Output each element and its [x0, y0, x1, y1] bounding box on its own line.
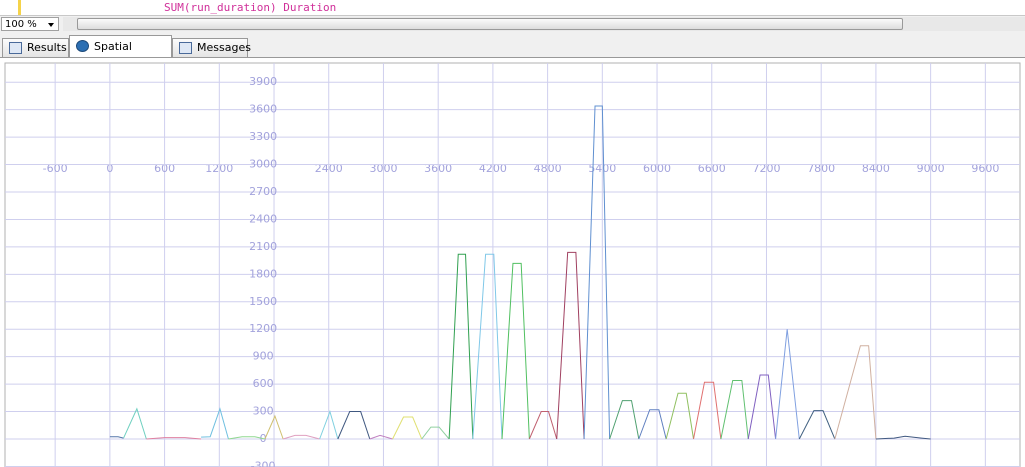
line-series	[834, 345, 877, 440]
y-tick-label: 2100	[249, 240, 277, 253]
tab[interactable]: Messages	[172, 38, 251, 57]
line-series	[392, 416, 423, 440]
x-tick-label: 6000	[643, 162, 671, 175]
tab[interactable]: Results	[2, 38, 69, 57]
x-tick-label: 3600	[424, 162, 452, 175]
line-series	[421, 426, 450, 440]
spatial-panel: -600 0 600 1200 2400 3000 3600 4200 4800 5400 6000…	[0, 57, 1025, 467]
line-series	[146, 437, 202, 440]
line-series	[282, 434, 320, 440]
line-series	[264, 414, 284, 440]
line-series	[798, 410, 836, 440]
y-tick-label: 1200	[249, 322, 277, 335]
y-tick-label: 300	[253, 405, 274, 418]
line-series	[228, 436, 266, 440]
x-tick-label: 5400	[588, 162, 616, 175]
x-tick-label: 4200	[479, 162, 507, 175]
tab-label: Messages	[197, 41, 251, 54]
line-series	[448, 253, 474, 440]
x-tick-label: 600	[154, 162, 175, 175]
line-series	[638, 409, 667, 440]
horizontal-scrollbar[interactable]	[63, 17, 1025, 31]
line-series	[201, 407, 229, 440]
line-series	[720, 379, 749, 440]
tab-icon	[76, 40, 89, 52]
line-series	[775, 329, 800, 440]
x-tick-label: 8400	[862, 162, 890, 175]
tab-active[interactable]: Spatial results	[69, 35, 172, 75]
line-series	[337, 411, 371, 440]
code-editor[interactable]: SUM(run_duration) Duration	[0, 0, 1025, 15]
y-tick-label: 3000	[249, 158, 277, 171]
line-series	[472, 253, 503, 440]
tab-label: Results	[27, 41, 67, 54]
y-tick-label: 600	[253, 377, 274, 390]
line-series	[123, 407, 147, 440]
line-series	[528, 411, 558, 440]
x-tick-label: 2400	[315, 162, 343, 175]
scroll-thumb[interactable]	[77, 18, 903, 30]
x-tick-label: 3000	[369, 162, 397, 175]
result-tabs: Results Spatial results Messages	[0, 35, 1025, 75]
line-series	[747, 374, 777, 440]
line-series	[369, 434, 393, 440]
x-tick-label: 7800	[807, 162, 835, 175]
line-series	[109, 436, 124, 439]
x-tick-label: 6600	[698, 162, 726, 175]
x-tick-label: 1200	[205, 162, 233, 175]
chart: -600 0 600 1200 2400 3000 3600 4200 4800 5400 6000…	[4, 62, 1021, 467]
x-tick-label: 0	[106, 162, 113, 175]
line-series	[319, 409, 339, 440]
line-series	[665, 392, 695, 440]
y-tick-label: 900	[253, 350, 274, 363]
y-tick-label: 3300	[249, 130, 277, 143]
zoom-dropdown[interactable]: 100 %	[1, 17, 59, 31]
x-tick-label: 9600	[971, 162, 999, 175]
x-tick-label: -600	[43, 162, 68, 175]
line-series	[583, 105, 611, 440]
y-tick-label: -300	[251, 459, 276, 467]
tab-icon	[9, 42, 22, 54]
line-series	[609, 400, 640, 440]
y-tick-label: 1500	[249, 295, 277, 308]
change-margin	[18, 0, 21, 15]
line-series	[693, 381, 722, 440]
code-text: SUM(run_duration) Duration	[164, 1, 337, 14]
y-tick-label: 2400	[249, 212, 277, 225]
line-series	[501, 262, 530, 440]
toolbar: 100 %	[0, 15, 1025, 33]
x-tick-label: 4800	[534, 162, 562, 175]
x-tick-label: 9000	[917, 162, 945, 175]
line-series	[556, 251, 585, 440]
code-line: SUM(run_duration) Duration	[164, 1, 336, 14]
y-tick-label: 2700	[249, 185, 277, 198]
line-series	[875, 435, 931, 440]
tab-icon	[179, 42, 192, 54]
x-tick-label: 7200	[752, 162, 780, 175]
y-tick-label: 1800	[249, 267, 277, 280]
y-tick-label: 3900	[249, 75, 277, 88]
y-tick-label: 3600	[249, 103, 277, 116]
